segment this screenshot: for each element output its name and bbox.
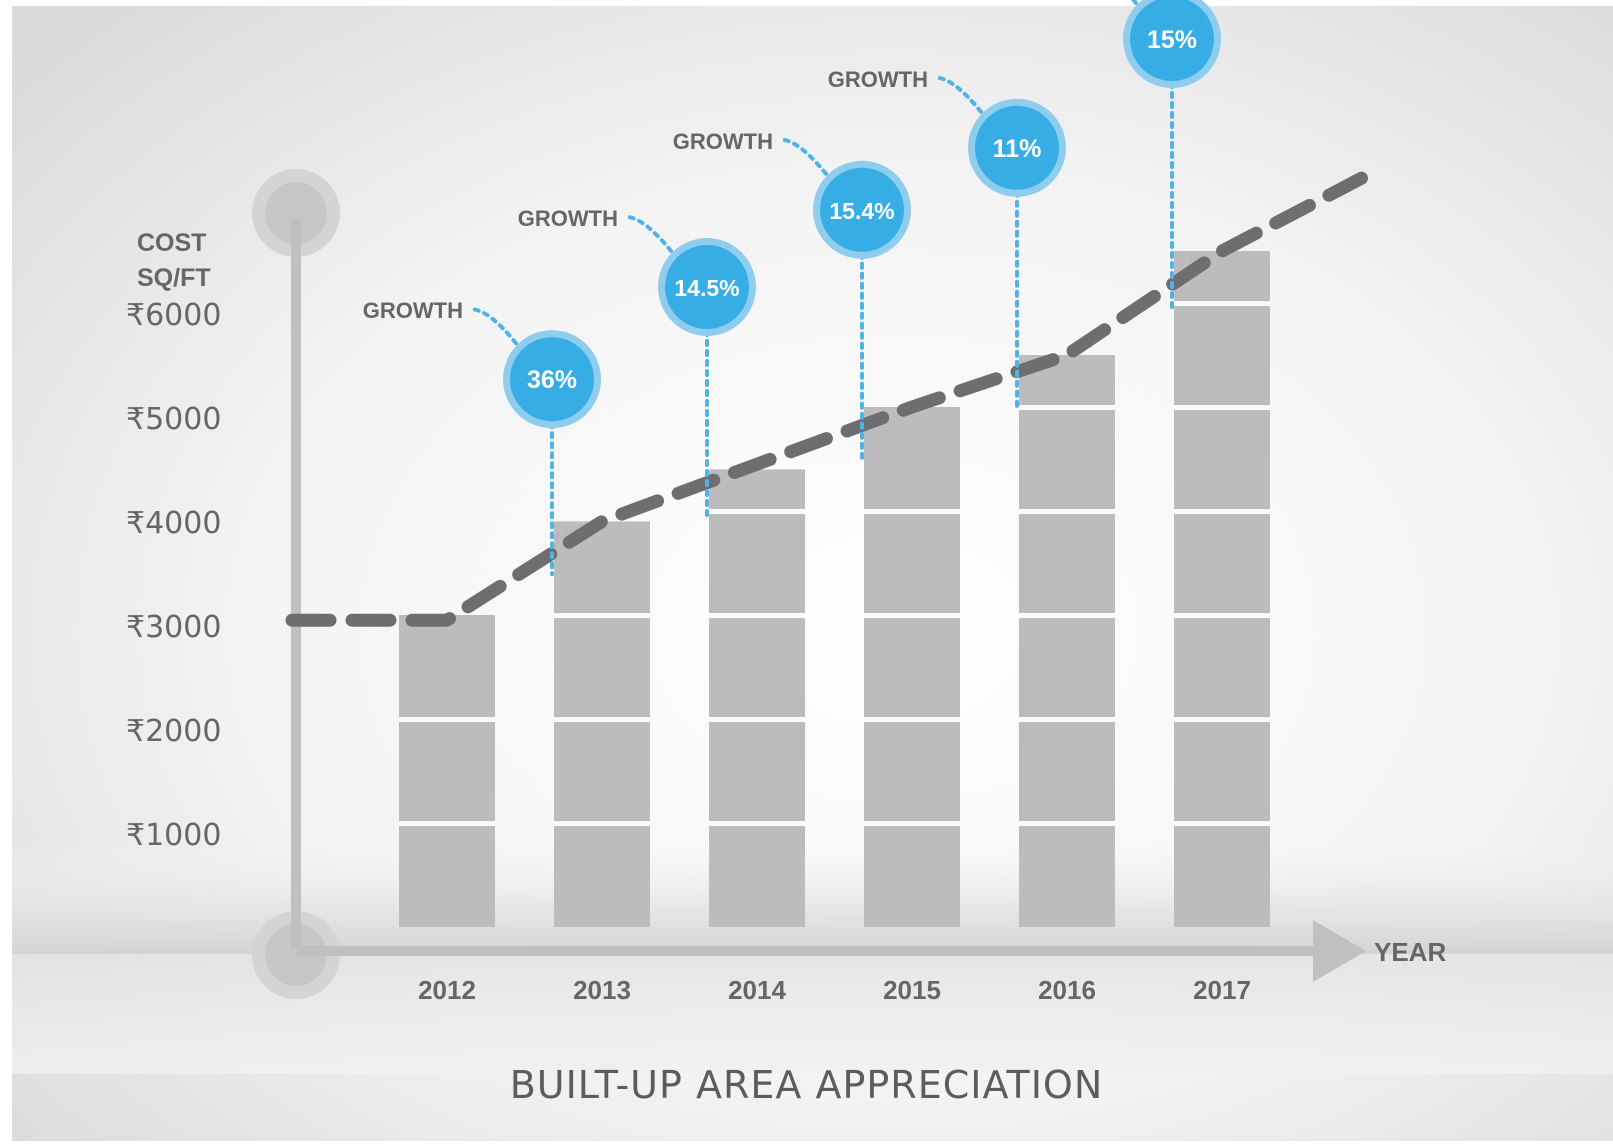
bar-segment-divider [1019,405,1115,410]
bar-segment-divider [399,717,495,722]
growth-label: GROWTH [828,67,928,92]
growth-bubble [665,245,749,329]
growth-bubble [510,337,594,422]
growth-annotation: GROWTH 15.4% [673,129,911,462]
x-axis-arrow [1313,920,1366,982]
bar-2013 [554,521,650,927]
growth-curve-leader [626,215,673,253]
bar-segment-divider [864,717,960,722]
bar-segment-divider [709,821,805,826]
growth-value: 15% [1147,26,1197,54]
bar-segment-divider [709,509,805,514]
bar-segment-divider [554,613,650,618]
growth-value: 36% [527,366,577,394]
bar-segment-divider [1174,821,1270,826]
growth-curve-leader [936,75,983,114]
growth-label: GROWTH [363,298,463,323]
growth-annotation: GROWTH 36% [363,298,601,577]
bar [1019,355,1115,927]
bar [554,521,650,927]
growth-value: 14.5% [674,275,739,301]
bar-2012 [399,615,495,927]
x-tick-label: 2012 [418,975,476,1005]
bar-segment-divider [864,821,960,826]
x-tick-label: 2017 [1193,975,1251,1005]
bar-segment-divider [1174,301,1270,306]
bar-segment-divider [709,717,805,722]
x-tick-label: 2013 [573,975,631,1005]
y-axis-label-line-2: SQ/FT [137,264,211,292]
y-tick-label: ₹2000 [126,714,221,749]
bar-segment-divider [1019,821,1115,826]
growth-label: GROWTH [518,206,618,231]
y-axis-top-cap-inner [265,182,327,244]
y-axis-label: COST SQ/FT [137,226,211,296]
growth-bubble [1130,0,1214,81]
growth-annotation: GROWTH 11% [828,67,1066,410]
bar-segment-divider [864,509,960,514]
bar-segment-divider [709,613,805,618]
bar-segment-divider [1174,405,1270,410]
y-tick-label: ₹6000 [126,298,221,333]
growth-value: 15.4% [829,198,894,224]
growth-bubble [975,105,1059,190]
y-axis-label-line-1: COST [137,229,207,257]
bar-segment-divider [1174,509,1270,514]
bar [864,407,960,927]
bar-2015 [864,407,960,927]
floor-band [12,954,1613,1074]
bar-segment-divider [399,821,495,826]
bar-segment-divider [554,821,650,826]
bar-segment-divider [1019,717,1115,722]
bar [399,615,495,927]
y-tick-label: ₹1000 [126,818,221,853]
bar-2016 [1019,355,1115,927]
floor-shadow [12,842,1613,954]
growth-annotation: GROWTH 14.5% [518,206,756,519]
y-tick-label: ₹4000 [126,506,221,541]
bar-segment-divider [1174,613,1270,618]
growth-bubble [820,167,904,252]
y-axis-line [291,218,301,948]
bar [1174,251,1270,927]
x-tick-label: 2016 [1038,975,1096,1005]
chart-title: BUILT-UP AREA APPRECIATION [509,1063,1104,1107]
growth-curve-leader [781,137,828,176]
x-axis-line [296,946,1316,956]
y-tick-label: ₹3000 [126,610,221,645]
x-axis-label: YEAR [1374,937,1447,967]
bar-2014 [709,469,805,927]
bar-segment-divider [554,717,650,722]
y-tick-label: ₹5000 [126,402,221,437]
growth-label: GROWTH [673,129,773,154]
growth-curve-leader [471,307,518,346]
bar-segment-divider [1019,613,1115,618]
bar [709,469,805,927]
x-tick-label: 2014 [728,975,786,1005]
bar-segment-divider [864,613,960,618]
bar-segment-divider [1019,509,1115,514]
bar-segment-divider [1174,717,1270,722]
bar-2017 [1174,251,1270,927]
trend-line [285,171,1368,627]
x-tick-label: 2015 [883,975,941,1005]
growth-value: 11% [993,135,1042,163]
